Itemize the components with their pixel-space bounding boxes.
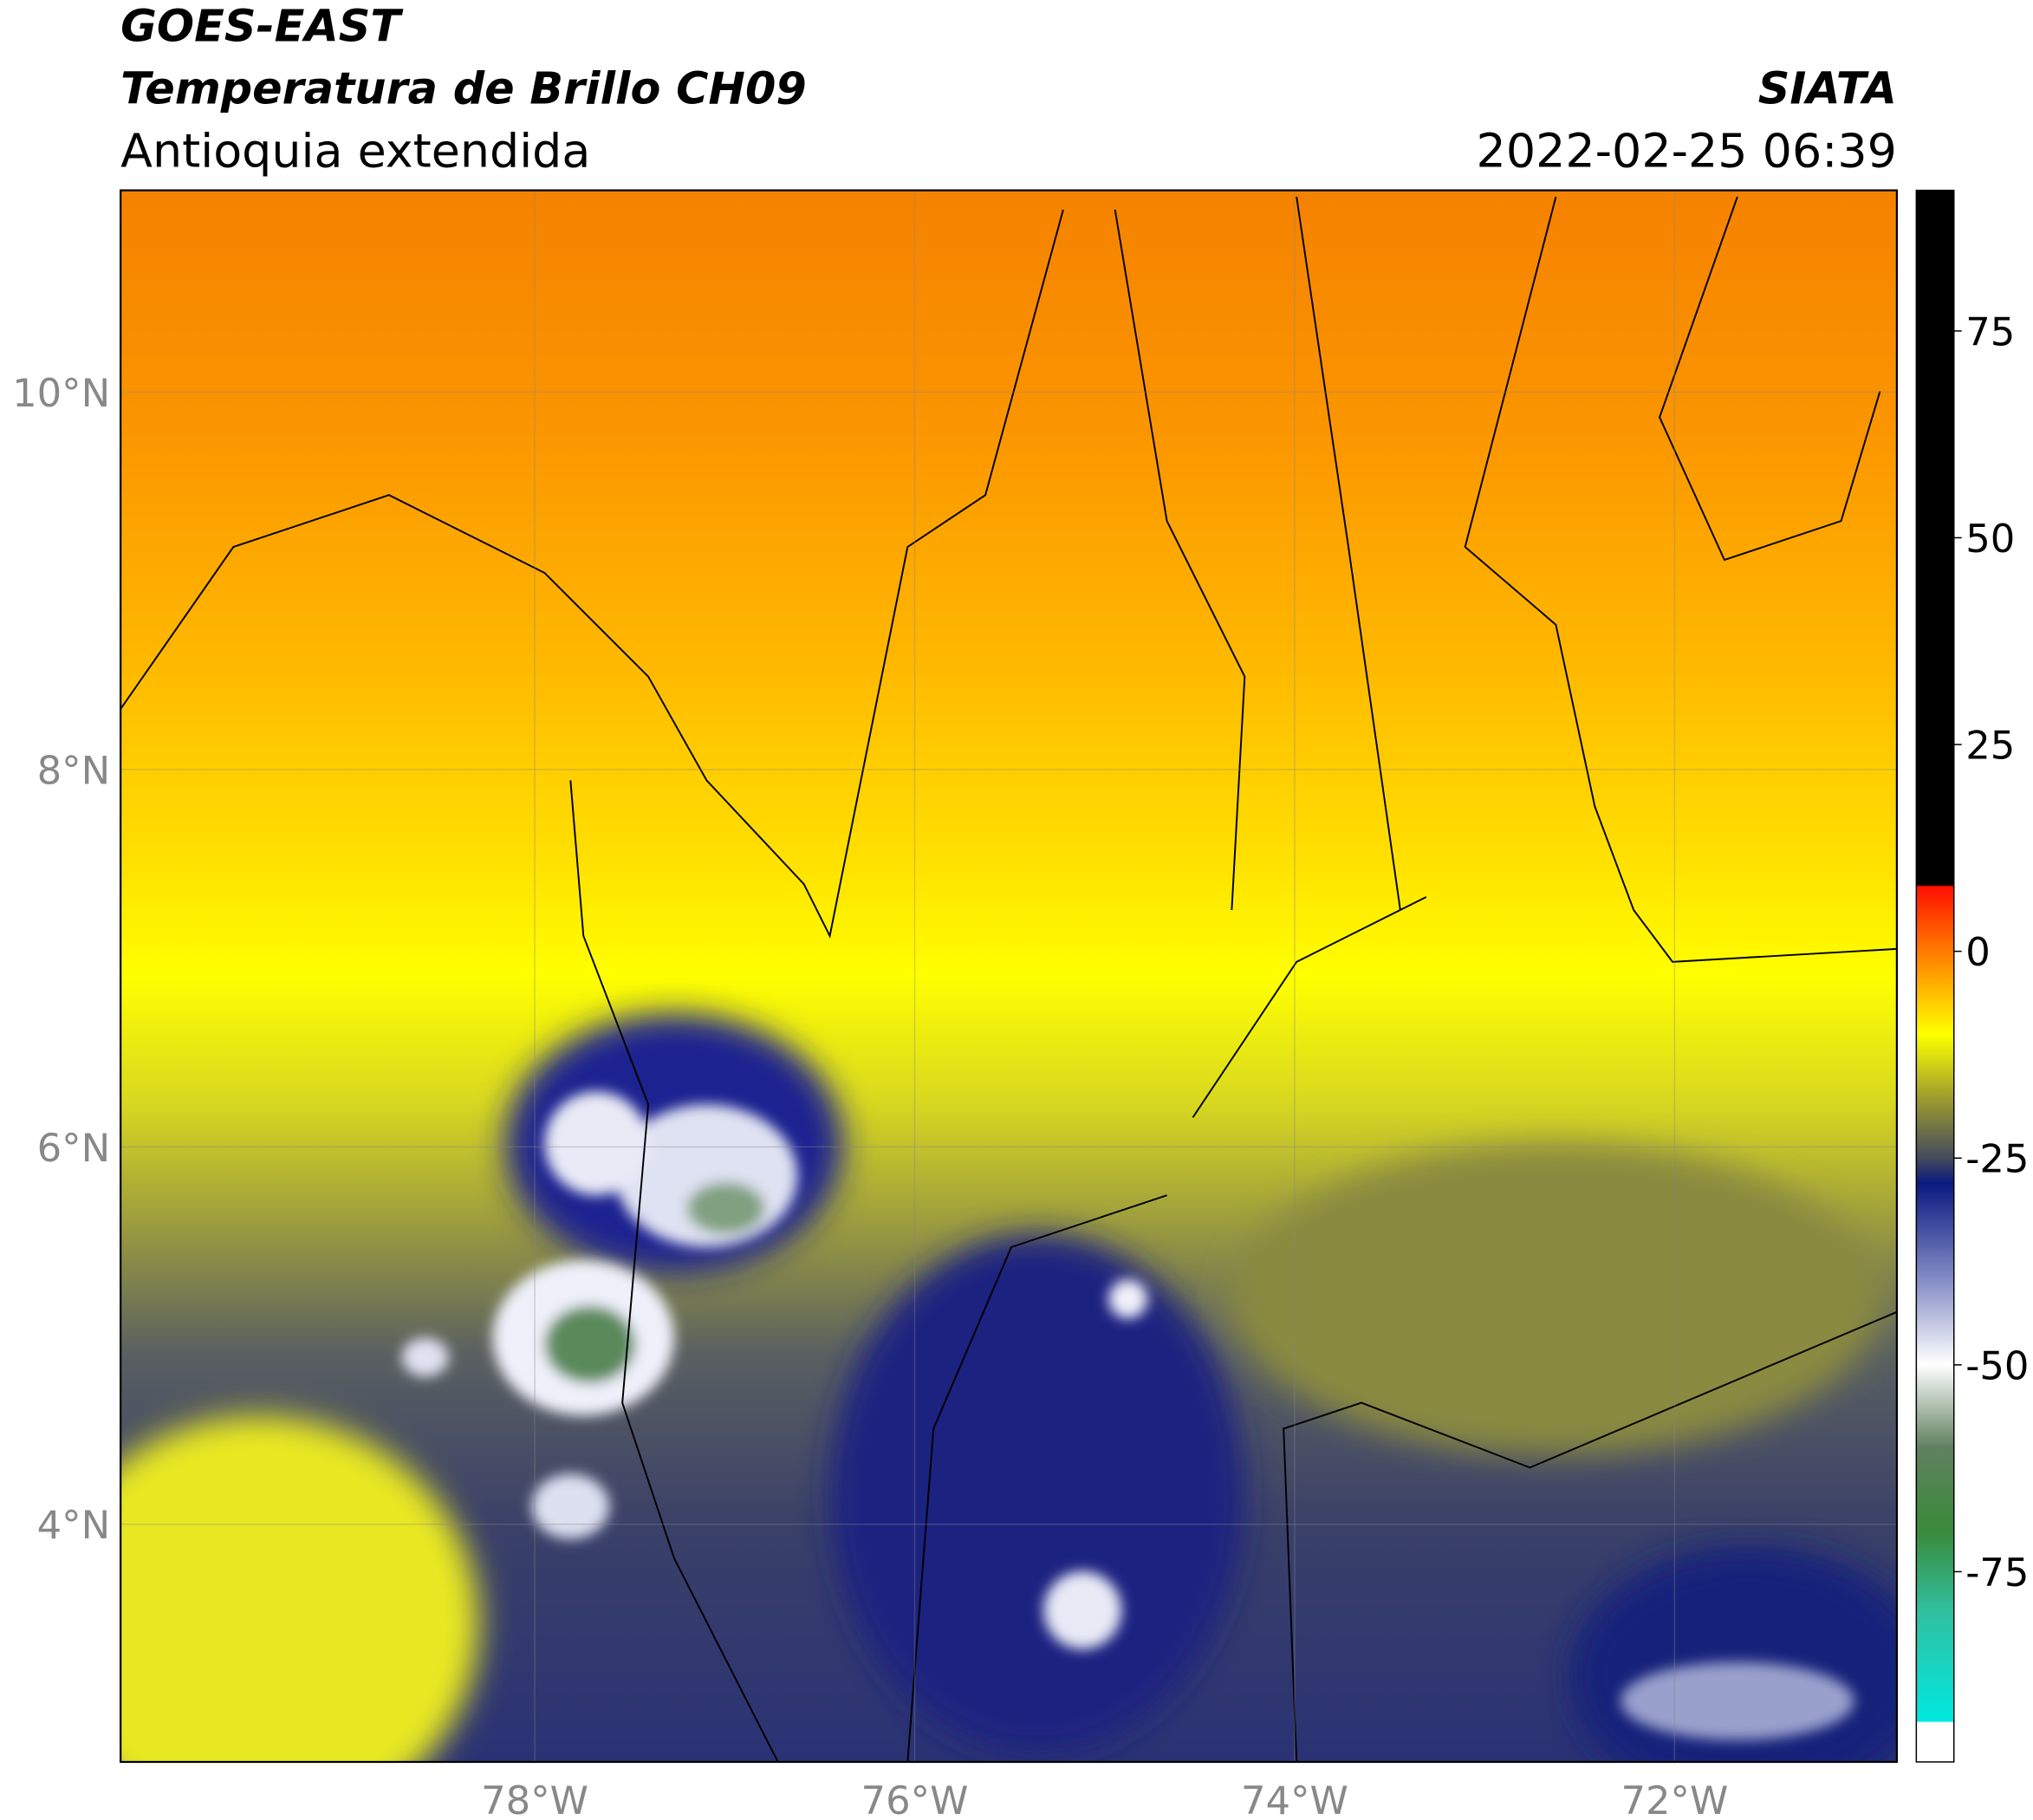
colorbar-tick-label: 25 [1965,723,2015,769]
y-tick-label: 4°N [37,1502,111,1548]
x-tick-label: 76°W [861,1778,969,1820]
y-tick-label: 8°N [37,747,111,793]
x-tick-label: 72°W [1621,1778,1728,1820]
colorbar-tick-label: -50 [1965,1342,2029,1388]
map-image [120,190,1897,1762]
y-tick-label: 10°N [12,370,110,416]
x-tick-label: 74°W [1241,1778,1348,1820]
map-frame [120,189,1899,1764]
colorbar-tick-label: 75 [1965,309,2015,354]
x-tick-label: 78°W [481,1778,588,1820]
colorbar [1915,189,1955,1763]
source: SIATA [1758,62,1897,114]
colorbar-tick-label: 0 [1965,929,1991,975]
subtitle: Temperatura de Brillo CH09 [120,62,807,114]
region: Antioquia extendida [120,124,590,179]
datetime: 2022-02-25 06:39 [1477,124,1897,179]
colorbar-tick-label: 50 [1965,516,2015,562]
colorbar-tick-label: -75 [1965,1550,2029,1596]
title: GOES-EAST [120,1,404,52]
colorbar-tick-label: -25 [1965,1136,2029,1182]
y-tick-label: 6°N [37,1125,111,1171]
